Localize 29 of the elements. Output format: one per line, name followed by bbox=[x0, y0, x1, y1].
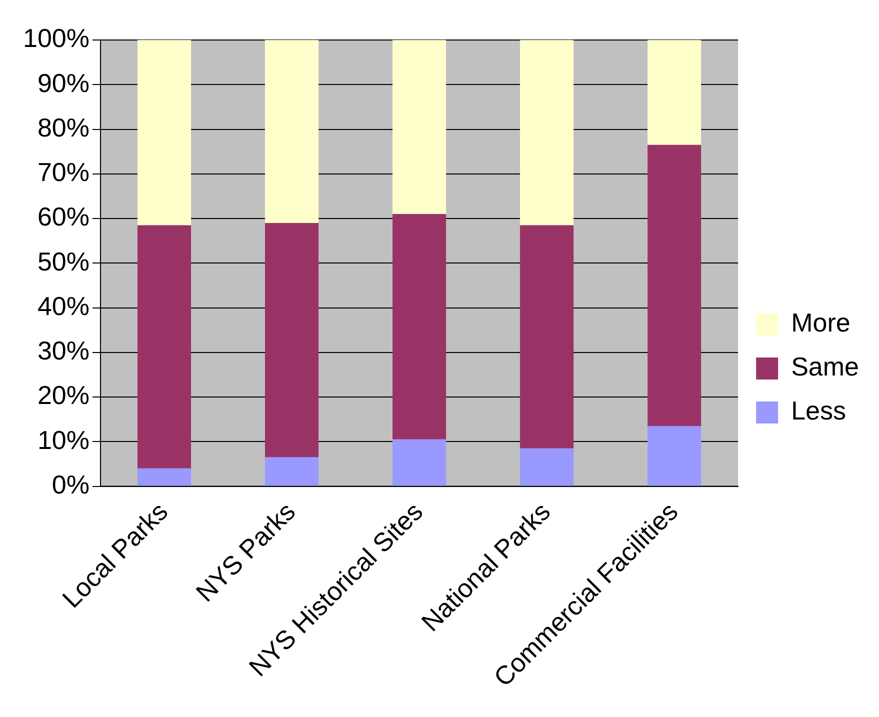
y-tick-label: 80% bbox=[37, 112, 90, 142]
y-tick-label: 90% bbox=[37, 68, 90, 98]
y-tick-label: 50% bbox=[37, 246, 90, 276]
y-tick-label: 40% bbox=[37, 290, 90, 321]
y-tick-label: 10% bbox=[37, 424, 90, 455]
bar bbox=[648, 426, 702, 486]
bar bbox=[392, 439, 446, 486]
bar bbox=[392, 214, 446, 440]
legend-label: Same bbox=[791, 352, 859, 382]
y-tick-label: 60% bbox=[37, 202, 90, 232]
y-tick-label: 70% bbox=[37, 157, 90, 188]
bar bbox=[392, 40, 446, 214]
legend-label: Less bbox=[791, 396, 846, 426]
y-tick-label: 20% bbox=[37, 380, 90, 410]
bar bbox=[264, 40, 319, 223]
bar bbox=[648, 40, 702, 145]
y-tick-label: 30% bbox=[37, 336, 90, 366]
bar bbox=[520, 225, 574, 448]
bar bbox=[648, 144, 702, 426]
y-tick-label: 100% bbox=[23, 23, 90, 54]
bar bbox=[264, 457, 319, 486]
bar bbox=[137, 468, 192, 486]
bar bbox=[520, 40, 574, 226]
bar bbox=[264, 222, 319, 458]
bar bbox=[137, 225, 192, 468]
bar bbox=[520, 448, 574, 486]
legend-label: More bbox=[791, 308, 850, 338]
bar bbox=[137, 40, 192, 226]
y-tick-label: 0% bbox=[52, 469, 90, 500]
